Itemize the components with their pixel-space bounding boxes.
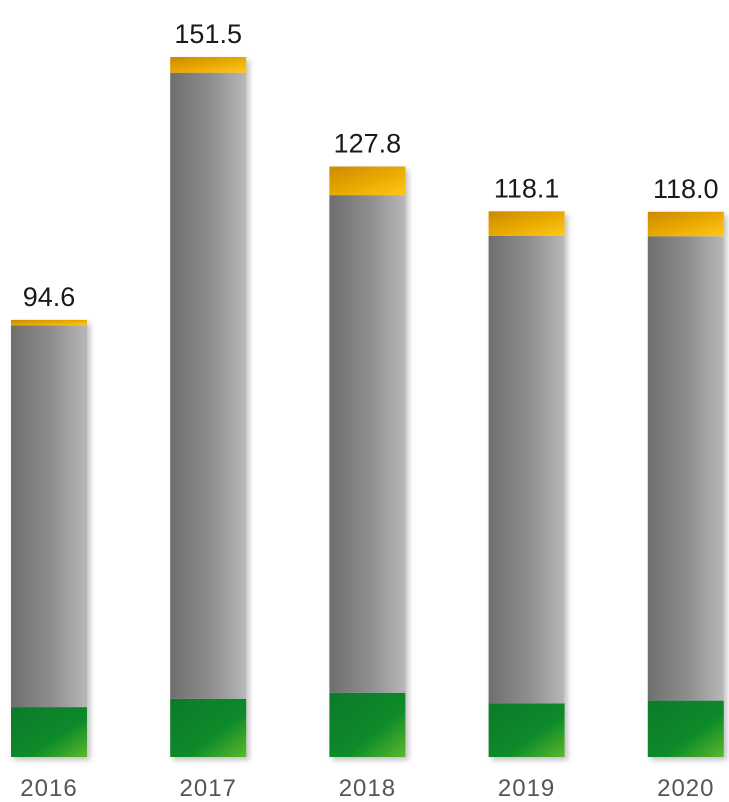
segment-green-2017 bbox=[170, 698, 247, 757]
segment-green-2016 bbox=[11, 707, 87, 757]
segment-gold-2016 bbox=[11, 319, 87, 326]
segment-gold-2018 bbox=[329, 166, 406, 196]
x-tick-label-2017: 2017 bbox=[180, 775, 237, 802]
segment-green-2018 bbox=[329, 692, 406, 757]
x-tick-label-2016: 2016 bbox=[20, 775, 77, 802]
x-tick-label-2018: 2018 bbox=[339, 775, 396, 802]
x-tick-label-2019: 2019 bbox=[498, 775, 555, 802]
segment-gray-2017 bbox=[170, 72, 247, 699]
bar-2018 bbox=[329, 166, 406, 757]
segment-gold-2020 bbox=[647, 211, 724, 237]
segment-gray-2016 bbox=[11, 325, 87, 708]
segment-green-2020 bbox=[647, 700, 724, 757]
segment-gray-2019 bbox=[488, 235, 565, 704]
bar-2016 bbox=[11, 319, 87, 757]
labels-group: 94.6 2016 151.5 2017 127.8 2018 118.1 2019 118.0… bbox=[20, 19, 718, 802]
segment-gold-2017 bbox=[170, 57, 247, 73]
segment-green-2019 bbox=[488, 703, 565, 757]
total-label-2016: 94.6 bbox=[23, 282, 76, 312]
segment-gray-2018 bbox=[329, 195, 406, 693]
segment-gray-2020 bbox=[647, 236, 724, 701]
bars-group bbox=[11, 57, 724, 757]
bar-2019 bbox=[488, 211, 565, 757]
x-tick-label-2020: 2020 bbox=[657, 775, 714, 802]
bar-2017 bbox=[170, 57, 247, 757]
total-label-2018: 127.8 bbox=[334, 129, 402, 159]
bar-2020 bbox=[647, 211, 724, 757]
total-label-2019: 118.1 bbox=[494, 173, 560, 203]
segment-gold-2019 bbox=[488, 211, 565, 236]
total-label-2020: 118.0 bbox=[653, 174, 719, 204]
total-label-2017: 151.5 bbox=[174, 19, 242, 49]
